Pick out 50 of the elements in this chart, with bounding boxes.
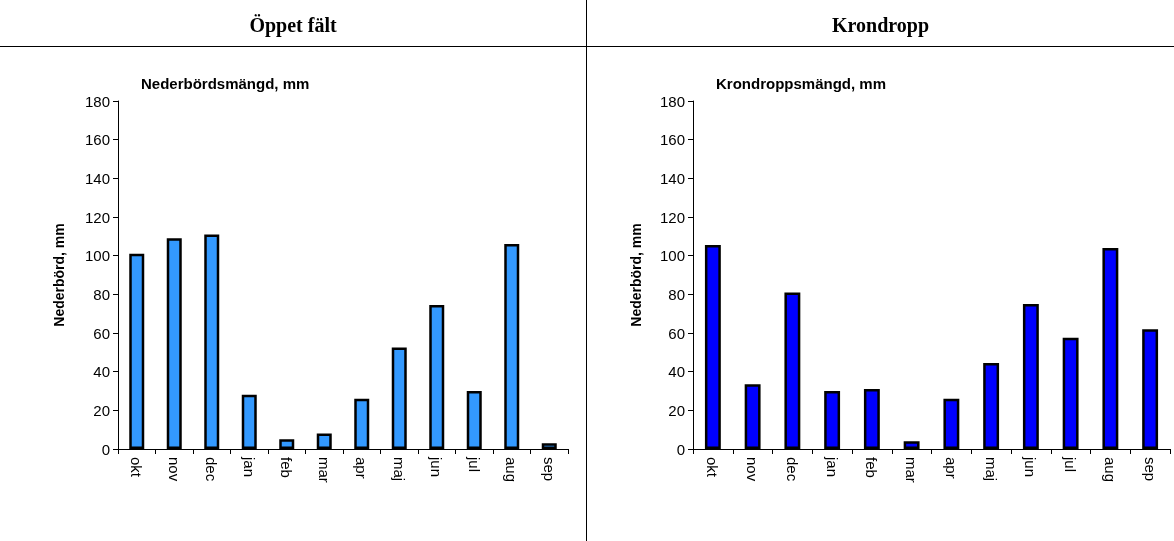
y-tick-label: 20 [93,401,110,419]
x-tick-label: feb [278,457,296,478]
x-tick-label: feb [863,457,881,478]
x-tick-label: jul [465,456,483,473]
x-tick-label: jun [1022,456,1040,478]
x-tick-label: mar [903,457,921,483]
y-tick-label: 80 [93,285,110,303]
x-tick-label: sep [1141,457,1159,482]
y-tick-label: 180 [659,92,685,110]
y-tick-label: 120 [659,208,685,226]
y-tick-label: 60 [93,324,110,342]
y-axis-title: Nederbörd, mm [628,223,644,327]
x-tick-label: apr [353,457,371,479]
y-tick-label: 100 [659,247,685,265]
y-axis-title: Nederbörd, mm [51,223,67,327]
x-tick-label: jan [823,456,841,478]
x-tick-label: aug [503,457,521,483]
y-tick-label: 120 [84,208,110,226]
y-tick-label: 40 [93,363,110,381]
x-tick-label: apr [942,457,960,479]
x-tick-label: sep [540,457,558,482]
x-tick-label: jun [428,456,446,478]
chart-title: Krondropp [587,0,1174,47]
x-tick-label: dec [203,457,221,482]
chart-subtitle: Nederbördsmängd, mm [141,75,310,92]
y-tick-label: 160 [659,131,685,149]
x-tick-label: dec [783,457,801,482]
chart-title: Öppet fält [0,0,586,47]
y-tick-label: 80 [668,285,685,303]
x-tick-label: maj [982,457,1000,482]
y-tick-label: 20 [668,401,685,419]
x-tick-label: maj [390,457,408,482]
y-tick-label: 100 [84,247,110,265]
y-tick-label: 140 [659,169,685,187]
y-tick-label: 140 [84,169,110,187]
y-tick-label: 0 [676,440,685,458]
x-tick-label: okt [128,457,146,478]
y-tick-label: 40 [668,363,685,381]
y-tick-label: 0 [101,440,110,458]
x-tick-label: mar [315,457,333,483]
chart-subtitle: Krondroppsmängd, mm [716,75,887,92]
x-tick-label: jul [1062,456,1080,473]
y-tick-label: 60 [668,324,685,342]
x-tick-label: nov [744,457,762,482]
x-tick-label: okt [704,457,722,478]
y-tick-label: 160 [84,131,110,149]
x-tick-label: aug [1101,457,1119,483]
x-tick-label: jan [240,456,258,478]
y-tick-label: 180 [84,92,110,110]
x-tick-label: nov [165,457,183,482]
